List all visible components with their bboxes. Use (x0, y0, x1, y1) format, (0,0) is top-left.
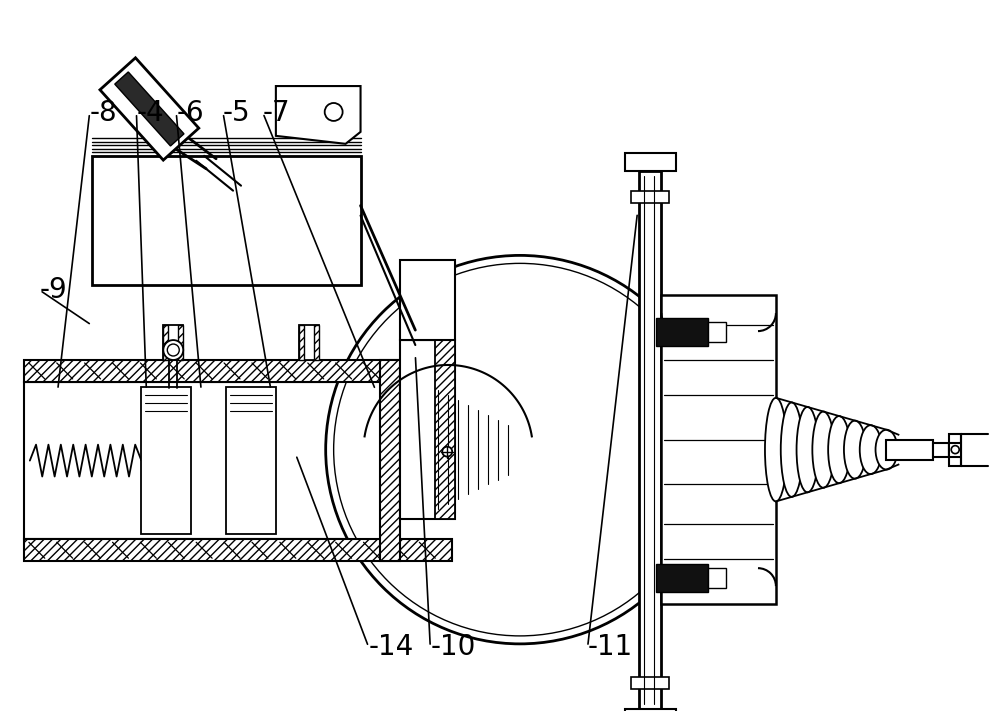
Bar (226, 387, 276, 534)
Circle shape (325, 103, 343, 121)
Bar (631, 676, 669, 689)
Bar (299, 325, 304, 360)
Bar (631, 191, 669, 203)
Bar (625, 708, 676, 712)
Ellipse shape (876, 430, 897, 469)
Bar (656, 318, 708, 346)
Bar (400, 261, 455, 340)
Text: -8: -8 (90, 99, 117, 127)
Bar (625, 153, 676, 171)
Bar (24, 539, 452, 561)
Text: -5: -5 (223, 99, 251, 127)
Text: -4: -4 (136, 99, 164, 127)
Bar (639, 171, 661, 708)
Bar (661, 295, 776, 604)
Bar (380, 360, 400, 561)
Bar (24, 360, 452, 382)
Bar (949, 434, 961, 466)
Bar (163, 325, 168, 360)
Ellipse shape (765, 398, 787, 501)
Text: -11: -11 (588, 633, 633, 661)
Ellipse shape (844, 421, 866, 478)
Text: -10: -10 (430, 633, 476, 661)
Bar (314, 325, 319, 360)
Polygon shape (115, 72, 184, 146)
Bar (708, 322, 726, 342)
Circle shape (163, 340, 183, 360)
Circle shape (167, 344, 179, 356)
Ellipse shape (797, 407, 818, 492)
Text: -6: -6 (176, 99, 204, 127)
Circle shape (334, 263, 706, 636)
Bar (92, 156, 361, 286)
Bar (949, 443, 961, 456)
Text: -14: -14 (369, 633, 414, 661)
Ellipse shape (781, 402, 803, 497)
Ellipse shape (828, 416, 850, 483)
Bar (656, 564, 708, 592)
Bar (708, 568, 726, 588)
Polygon shape (276, 86, 361, 144)
Bar (933, 443, 949, 456)
Circle shape (951, 446, 959, 454)
Bar (435, 340, 455, 519)
Bar (400, 340, 455, 519)
Ellipse shape (812, 412, 834, 488)
Ellipse shape (860, 425, 882, 474)
Circle shape (442, 446, 452, 456)
Bar (163, 325, 183, 360)
Polygon shape (100, 58, 199, 160)
Circle shape (326, 256, 714, 644)
Bar (24, 382, 452, 539)
Bar (299, 325, 319, 360)
Bar (178, 325, 183, 360)
Text: -9: -9 (40, 276, 68, 304)
Bar (141, 387, 191, 534)
Text: -7: -7 (263, 99, 291, 127)
Bar (886, 440, 933, 459)
